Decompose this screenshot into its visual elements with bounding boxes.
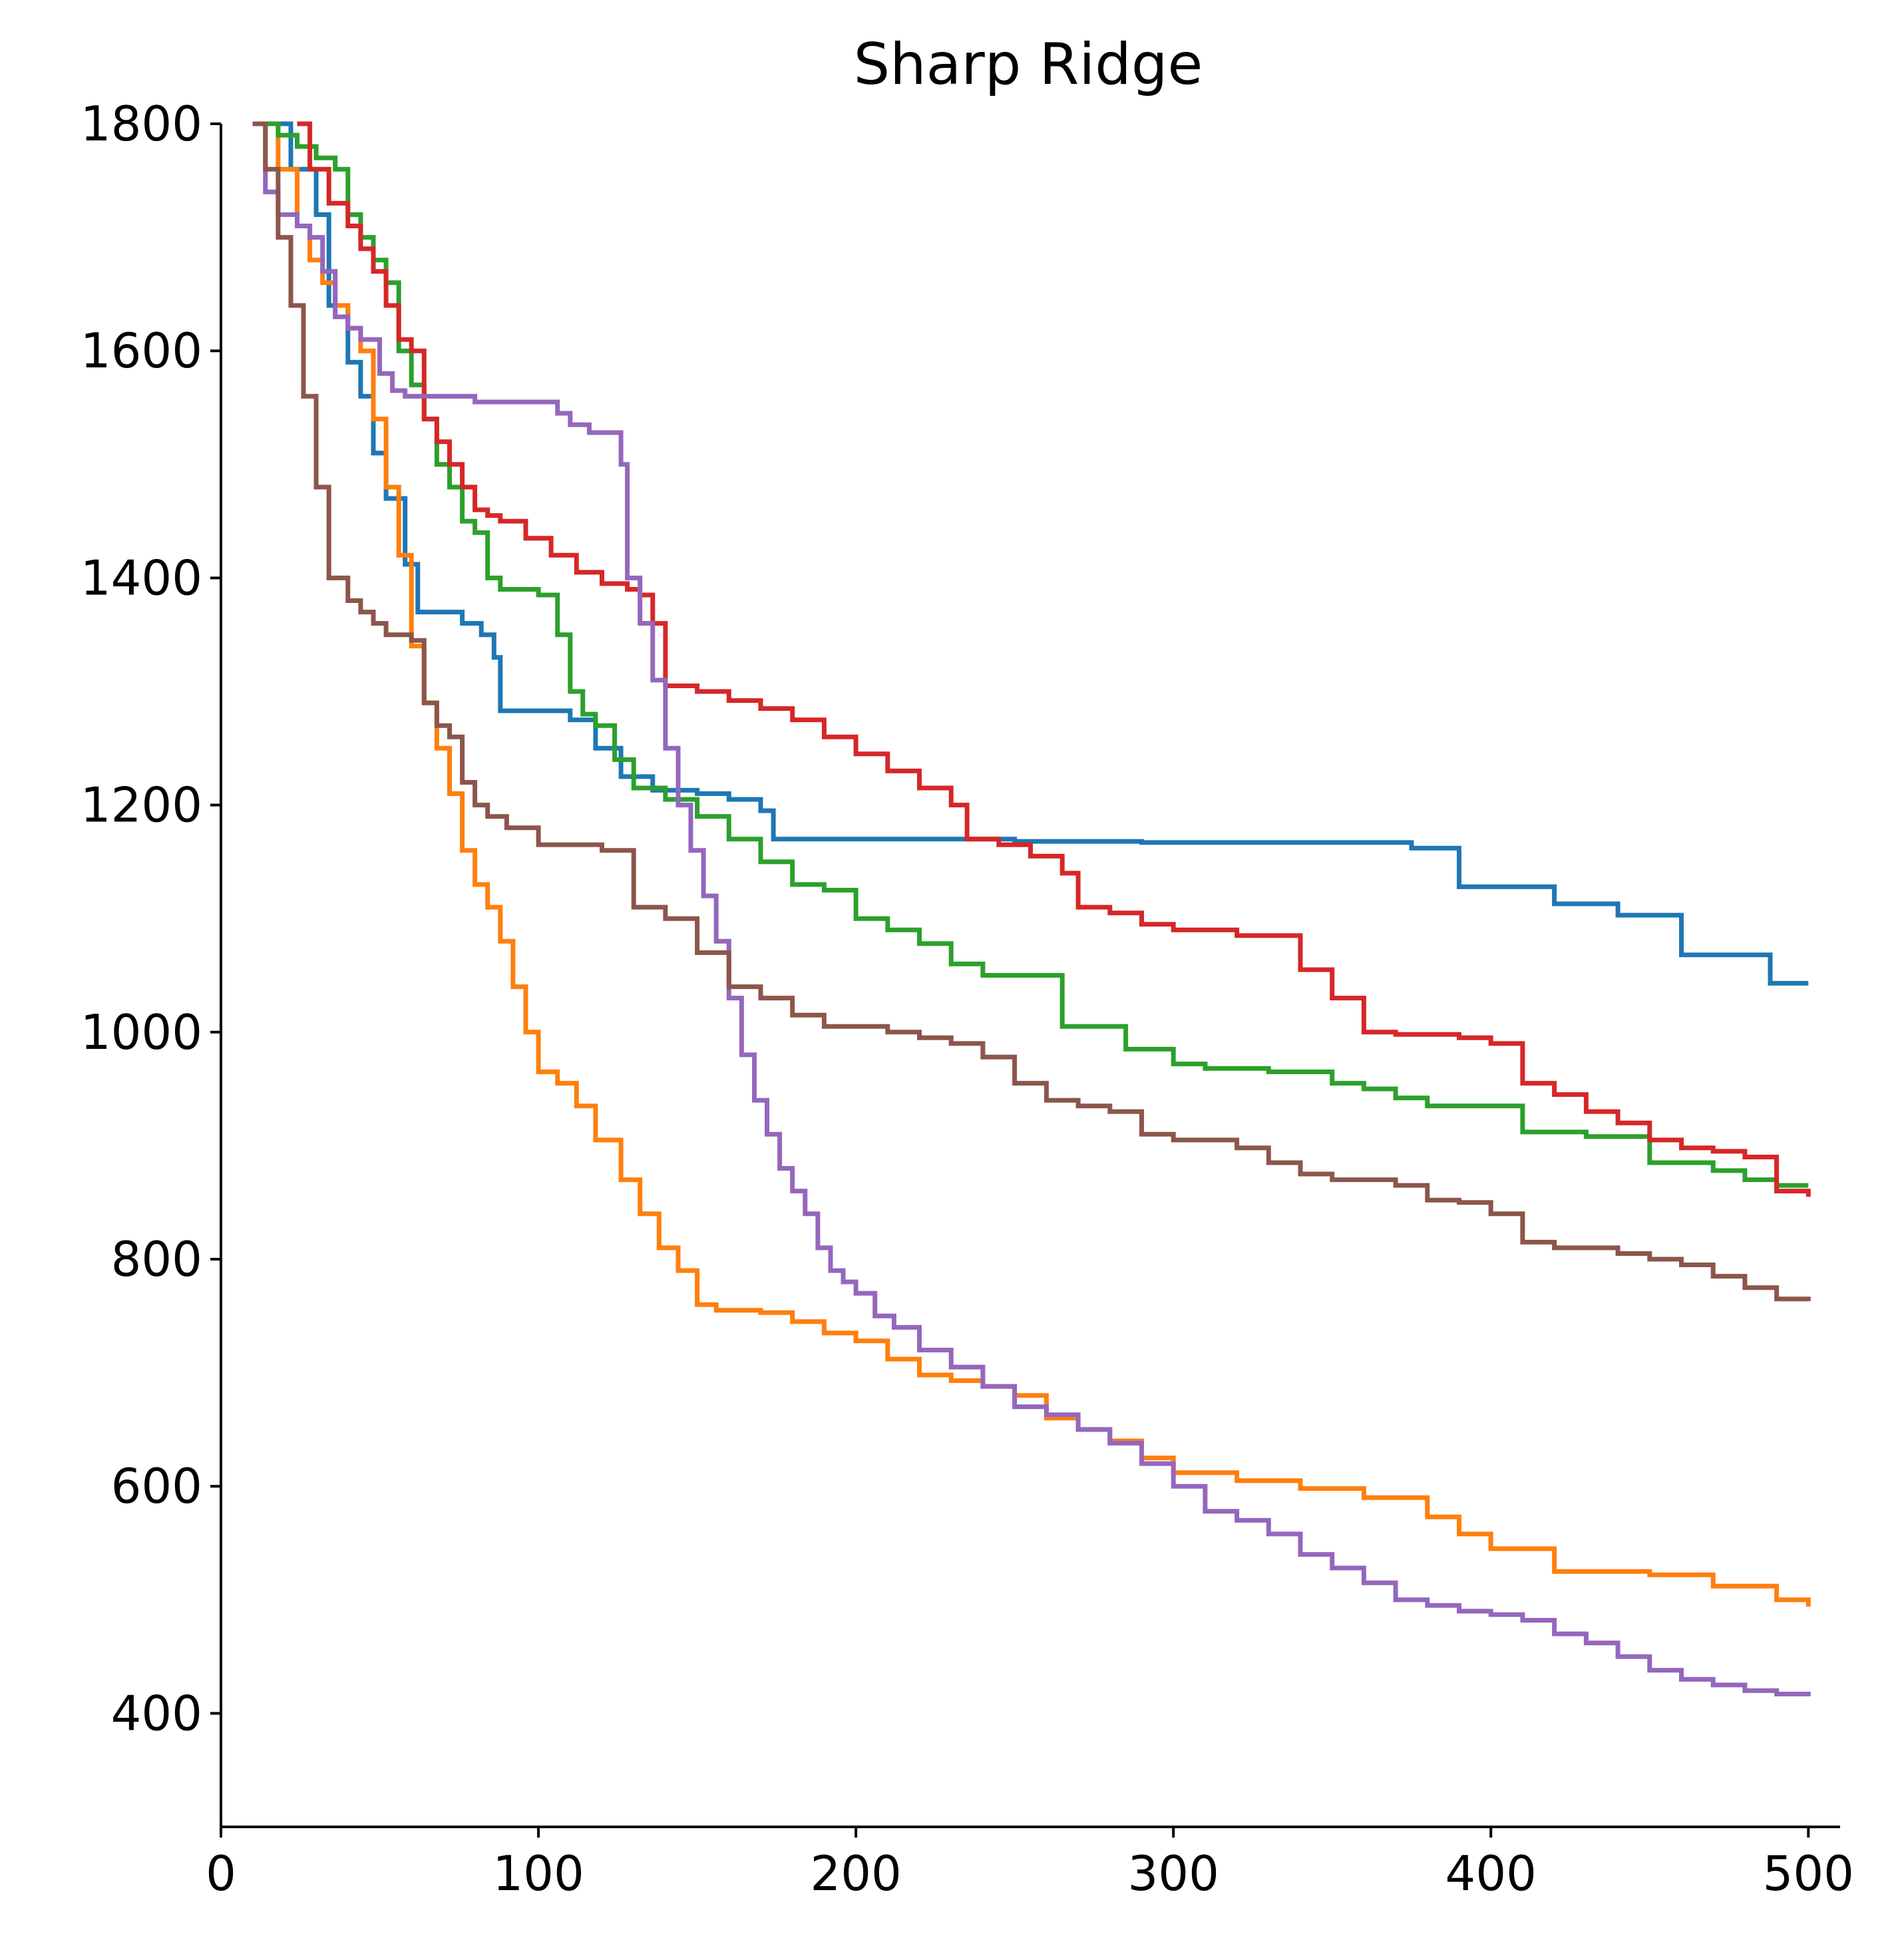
series-line-2 bbox=[252, 121, 1811, 1607]
series-line-6 bbox=[252, 121, 1811, 1302]
chart-title: Sharp Ridge bbox=[854, 31, 1203, 98]
y-tick-label: 600 bbox=[111, 1458, 202, 1514]
series-line-5 bbox=[252, 121, 1811, 1696]
series-line-3 bbox=[252, 121, 1809, 1188]
y-tick-label: 1200 bbox=[81, 777, 202, 833]
x-tick-label: 100 bbox=[492, 1846, 584, 1901]
x-ticks: 0 100 200 300 400 500 bbox=[206, 1827, 1854, 1901]
y-tick-label: 800 bbox=[111, 1231, 202, 1287]
y-tick-label: 1000 bbox=[81, 1004, 202, 1060]
y-tick-label: 400 bbox=[111, 1685, 202, 1741]
y-tick-label: 1800 bbox=[81, 96, 202, 152]
y-tick-label: 1400 bbox=[81, 550, 202, 606]
x-tick-label: 500 bbox=[1763, 1846, 1854, 1901]
x-tick-label: 400 bbox=[1445, 1846, 1537, 1901]
series-line-4 bbox=[297, 121, 1811, 1197]
y-tick-label: 1600 bbox=[81, 323, 202, 379]
x-tick-label: 0 bbox=[206, 1846, 236, 1901]
x-tick-label: 300 bbox=[1127, 1846, 1219, 1901]
series-line-1 bbox=[252, 121, 1809, 986]
series-layer bbox=[252, 121, 1811, 1696]
x-tick-label: 200 bbox=[810, 1846, 901, 1901]
y-ticks: 400 600 800 1000 1200 1400 1600 1800 bbox=[81, 96, 221, 1741]
